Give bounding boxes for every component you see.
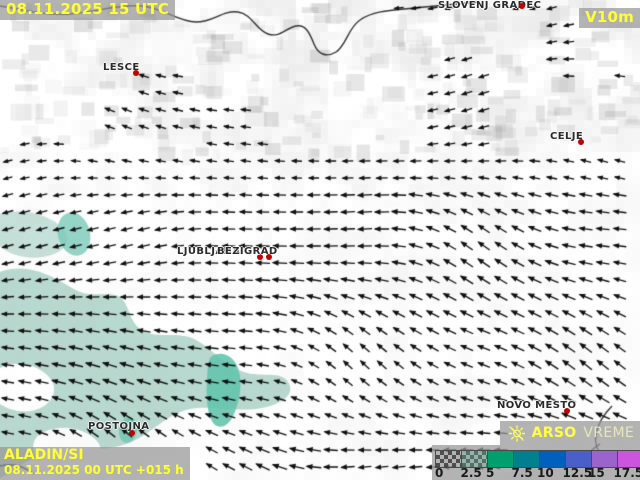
city-dot-celje[interactable] [578,139,584,145]
arso-vreme-logo[interactable]: ARSO VREME [499,421,640,445]
arso-brand-text: ARSO [531,425,577,441]
city-dot-slovenj-gradec[interactable] [519,3,525,9]
legend-tick-6: 15 [588,466,605,480]
model-attribution: ALADIN/SI 08.11.2025 00 UTC +015 h [0,447,190,480]
legend-tick-7: 17.5 [613,466,640,480]
city-dot-ljubljana[interactable] [257,254,263,260]
city-label-lesce: LESCE [103,62,140,73]
city-label-ljubljana: LJUBLJANA [177,246,241,257]
city-label-novo-mesto: NOVO MESTO [497,400,577,411]
legend-swatch-7 [618,451,640,467]
variable-label: V10m [579,8,640,28]
legend-tick-3: 7.5 [511,466,533,480]
sun-icon [508,424,525,442]
wind-speed-legend[interactable]: 0 2.5 5 7.5 10 12.5 15 17.5 [432,445,640,480]
forecast-timestamp: 08.11.2025 15 UTC [0,0,176,20]
legend-swatch-3 [514,451,540,467]
legend-swatch-4 [540,451,566,467]
city-label-slovenj-gradec: SLOVENJ GRADEC [438,0,542,11]
legend-tick-labels: 0 2.5 5 7.5 10 12.5 15 17.5 [435,466,640,480]
city-dot-postojna[interactable] [129,430,135,436]
city-dot-bezigrad[interactable] [266,254,272,260]
legend-swatch-2 [488,451,514,467]
arso-product-text: VREME [583,425,634,441]
legend-swatch-6 [592,451,618,467]
legend-color-swatches [435,450,640,468]
legend-swatch-1 [462,451,488,467]
city-dot-lesce[interactable] [133,70,139,76]
legend-swatch-5 [566,451,592,467]
legend-tick-5: 12.5 [562,466,593,480]
legend-swatch-0 [436,451,462,467]
legend-tick-2: 5 [486,466,495,480]
legend-tick-1: 2.5 [460,466,482,480]
model-run-info: 08.11.2025 00 UTC +015 h [4,463,184,477]
city-dot-novo-mesto[interactable] [564,408,570,414]
city-label-bezigrad: BEZIGRAD [217,246,278,257]
model-name: ALADIN/SI [4,447,84,463]
city-label-postojna: POSTOJNA [88,421,150,432]
legend-tick-4: 10 [537,466,554,480]
legend-tick-0: 0 [435,466,444,480]
city-label-celje: CELJE [550,131,584,142]
